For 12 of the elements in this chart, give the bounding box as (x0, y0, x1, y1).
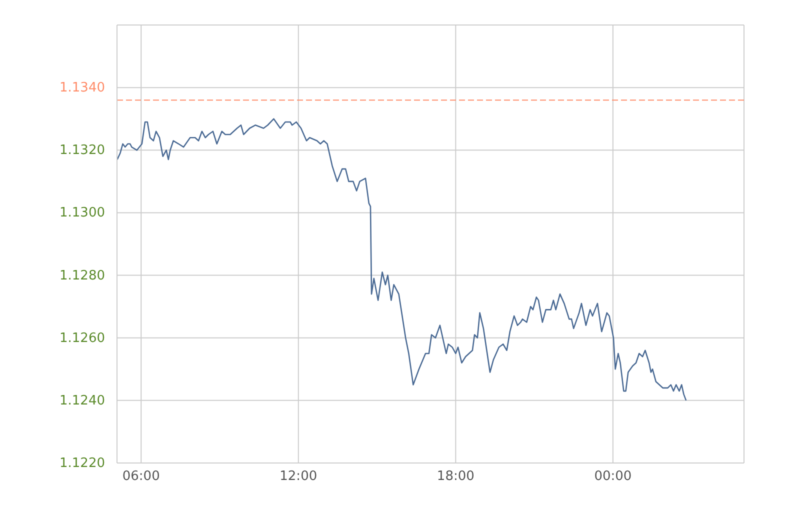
x-tick-label: 06:00 (122, 469, 160, 484)
x-tick-label: 00:00 (594, 469, 632, 484)
y-tick-label: 1.1320 (60, 143, 105, 158)
y-tick-label: 1.1280 (60, 268, 105, 284)
y-tick-label: 1.1240 (60, 393, 105, 408)
line-series (117, 118, 687, 402)
y-tick-label: 1.1260 (60, 330, 105, 346)
x-tick-label: 12:00 (280, 469, 318, 484)
x-tick-label: 18:00 (436, 469, 474, 484)
y-tick-label: 1.1220 (60, 456, 105, 471)
y-tick-label: 1.1340 (60, 80, 105, 96)
y-tick-label: 1.1300 (60, 206, 105, 221)
